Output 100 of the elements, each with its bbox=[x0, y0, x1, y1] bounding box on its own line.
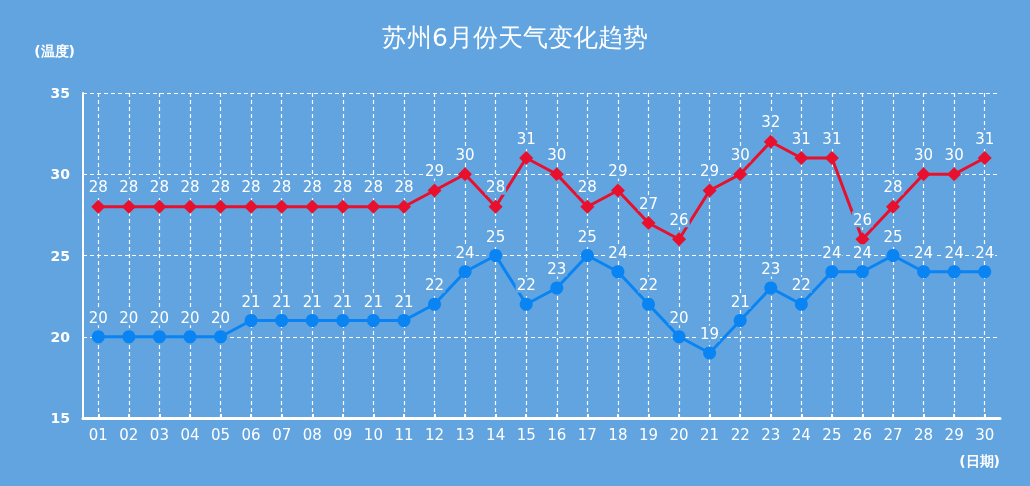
data-label: 24 bbox=[608, 243, 628, 262]
chart-title: 苏州6月份天气变化趋势 bbox=[382, 23, 648, 52]
data-label: 31 bbox=[516, 129, 536, 148]
data-label: 25 bbox=[486, 227, 506, 246]
data-label: 29 bbox=[424, 162, 445, 180]
y-tick-label: 20 bbox=[50, 328, 71, 345]
point bbox=[489, 249, 503, 262]
point bbox=[610, 183, 625, 198]
data-label: 25 bbox=[577, 227, 597, 246]
x-tick-label: 05 bbox=[211, 425, 231, 444]
x-tick-label: 19 bbox=[638, 425, 659, 444]
data-label: 21 bbox=[394, 292, 414, 311]
data-label: 30 bbox=[914, 145, 934, 164]
x-tick-label: 20 bbox=[669, 425, 689, 444]
data-label: 31 bbox=[791, 129, 811, 148]
data-label: 23 bbox=[761, 260, 781, 278]
point bbox=[519, 151, 534, 165]
point bbox=[611, 265, 625, 279]
point bbox=[122, 330, 136, 344]
point bbox=[305, 314, 319, 327]
point bbox=[947, 265, 961, 279]
data-label: 25 bbox=[883, 227, 903, 246]
point bbox=[121, 199, 136, 214]
point bbox=[397, 314, 411, 327]
data-label: 28 bbox=[149, 178, 169, 197]
data-label: 24 bbox=[822, 243, 842, 262]
point bbox=[824, 151, 839, 165]
point bbox=[458, 265, 472, 279]
point bbox=[91, 199, 106, 214]
data-label: 28 bbox=[577, 178, 597, 197]
x-tick-label: 12 bbox=[424, 425, 445, 444]
x-tick-label: 02 bbox=[119, 425, 139, 444]
x-tick-label: 01 bbox=[88, 425, 108, 444]
y-tick-label: 25 bbox=[50, 247, 70, 264]
x-axis-title: (日期) bbox=[959, 453, 1000, 469]
data-label: 20 bbox=[180, 308, 200, 327]
x-tick-label: 24 bbox=[791, 425, 811, 444]
data-label: 31 bbox=[822, 129, 842, 148]
data-label: 20 bbox=[149, 308, 169, 327]
point bbox=[244, 314, 258, 327]
point bbox=[428, 297, 442, 311]
point bbox=[977, 151, 992, 165]
point bbox=[794, 297, 808, 311]
x-tick-label: 27 bbox=[883, 425, 903, 444]
y-tick-label: 35 bbox=[50, 85, 70, 101]
point bbox=[672, 232, 687, 247]
y-tick-label: 30 bbox=[50, 166, 71, 183]
data-label: 26 bbox=[852, 210, 872, 229]
point bbox=[702, 183, 717, 198]
point bbox=[366, 199, 381, 214]
x-tick-label: 30 bbox=[975, 425, 995, 444]
point bbox=[91, 330, 105, 344]
point bbox=[733, 167, 748, 182]
data-label: 21 bbox=[302, 292, 322, 311]
data-label: 32 bbox=[761, 113, 781, 132]
point bbox=[213, 199, 228, 214]
data-label: 30 bbox=[944, 145, 964, 164]
point bbox=[275, 314, 289, 327]
point bbox=[305, 199, 320, 214]
point bbox=[947, 167, 962, 182]
point bbox=[183, 330, 197, 344]
data-label: 21 bbox=[730, 292, 750, 311]
point bbox=[917, 265, 931, 279]
data-label: 20 bbox=[669, 308, 689, 327]
data-label: 28 bbox=[302, 178, 322, 197]
point bbox=[335, 199, 350, 214]
data-label: 28 bbox=[272, 178, 292, 197]
point bbox=[978, 265, 992, 279]
point bbox=[641, 216, 656, 230]
x-tick-label: 22 bbox=[730, 425, 750, 444]
x-tick-label: 11 bbox=[394, 425, 414, 444]
point bbox=[642, 297, 655, 311]
data-label: 28 bbox=[119, 178, 139, 197]
data-label: 28 bbox=[211, 178, 231, 197]
data-label: 21 bbox=[333, 292, 353, 311]
data-label: 28 bbox=[180, 178, 200, 197]
point bbox=[214, 330, 228, 344]
data-label: 29 bbox=[608, 162, 628, 180]
x-tick-label: 26 bbox=[852, 425, 872, 444]
x-tick-label: 17 bbox=[577, 425, 597, 444]
data-label: 29 bbox=[700, 162, 720, 180]
x-tick-label: 18 bbox=[608, 425, 628, 444]
point bbox=[886, 199, 901, 214]
point bbox=[703, 346, 717, 360]
x-tick-label: 04 bbox=[180, 425, 200, 444]
point bbox=[764, 281, 778, 295]
data-label: 28 bbox=[394, 178, 414, 197]
x-tick-label: 15 bbox=[516, 425, 536, 444]
y-tick-label: 15 bbox=[50, 410, 70, 426]
y-axis-title: (温度) bbox=[34, 43, 75, 59]
x-tick-label: 23 bbox=[761, 425, 781, 444]
data-label: 23 bbox=[547, 260, 567, 278]
point bbox=[427, 183, 442, 198]
data-label: 30 bbox=[730, 145, 750, 164]
point bbox=[580, 199, 595, 214]
point bbox=[794, 151, 809, 165]
point bbox=[763, 134, 778, 149]
x-tick-label: 07 bbox=[272, 425, 292, 444]
data-label: 21 bbox=[272, 292, 292, 311]
x-tick-label: 14 bbox=[486, 425, 506, 444]
